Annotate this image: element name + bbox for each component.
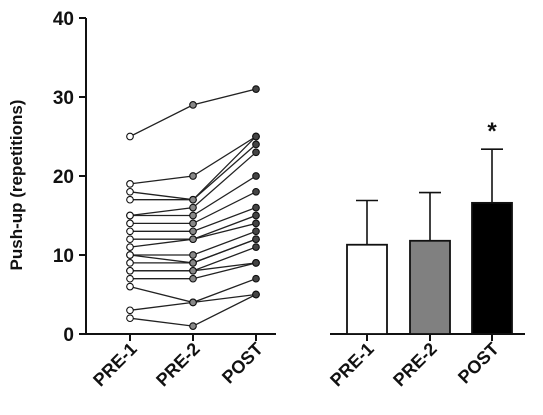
subject-point-post — [252, 219, 260, 228]
y-axis-title: Push-up (repetitions) — [7, 100, 26, 271]
x-tick-label-pre-2: PRE-2 — [152, 339, 204, 391]
subject-point-pre-2 — [189, 274, 197, 283]
individual-lines-panel — [126, 85, 260, 330]
subject-point-pre-1 — [126, 314, 134, 323]
subject-point-post — [252, 290, 260, 299]
subject-line — [126, 132, 260, 188]
subject-point-post — [252, 211, 260, 220]
subject-point-pre-2 — [189, 322, 197, 330]
subject-point-post — [252, 187, 260, 196]
subject-line — [126, 203, 260, 236]
subject-point-post — [252, 148, 260, 157]
subject-path — [130, 143, 257, 201]
bar-group-pre-1 — [346, 199, 388, 335]
x-tick-label-pre-2: PRE-2 — [389, 339, 441, 391]
subject-point-pre-2 — [189, 195, 197, 204]
subject-point-post — [252, 132, 260, 141]
x-tick-label-post: POST — [218, 339, 267, 388]
subject-point-post — [252, 274, 260, 283]
significance-marker: * — [487, 118, 497, 145]
subject-line — [126, 85, 260, 141]
subject-point-post — [252, 85, 260, 93]
subject-point-post — [252, 140, 260, 149]
y-tick-label: 40 — [53, 9, 74, 30]
subject-point-pre-2 — [189, 235, 197, 244]
subject-point-pre-1 — [126, 227, 134, 236]
subject-point-post — [252, 203, 260, 212]
subject-point-pre-1 — [126, 132, 134, 141]
subject-point-pre-2 — [189, 227, 197, 236]
subject-point-pre-1 — [126, 195, 134, 204]
subject-point-pre-2 — [189, 211, 197, 220]
bar — [409, 239, 451, 335]
subject-point-pre-1 — [126, 235, 134, 244]
subject-point-post — [252, 227, 260, 236]
subject-point-pre-1 — [126, 180, 134, 188]
y-tick-label: 0 — [63, 325, 74, 346]
subject-point-pre-1 — [126, 259, 134, 267]
subject-line — [126, 187, 260, 228]
subject-point-pre-1 — [126, 243, 134, 251]
subject-point-pre-1 — [126, 187, 134, 196]
subject-point-pre-1 — [126, 274, 134, 283]
subject-line — [126, 219, 260, 251]
y-tick-label: 10 — [53, 246, 74, 267]
subject-point-pre-2 — [189, 298, 197, 307]
subject-path — [129, 88, 257, 138]
subject-point-post — [252, 235, 260, 244]
subject-point-pre-1 — [126, 211, 134, 220]
subject-point-pre-2 — [189, 101, 197, 109]
bar-group-post: * — [471, 118, 513, 335]
subject-point-pre-2 — [189, 251, 197, 259]
subject-point-post — [252, 259, 260, 267]
subject-point-pre-2 — [189, 219, 197, 228]
x-tick-label-post: POST — [454, 339, 503, 388]
subject-line — [126, 290, 260, 330]
y-tick-label: 30 — [53, 88, 74, 109]
subject-point-post — [252, 172, 260, 180]
bar-group-pre-2 — [409, 191, 451, 335]
subject-point-pre-1 — [126, 219, 134, 228]
bar — [346, 243, 388, 335]
subject-line — [126, 140, 260, 204]
x-tick-label-pre-1: PRE-1 — [326, 339, 378, 391]
subject-point-pre-1 — [126, 306, 134, 315]
subject-point-pre-2 — [189, 172, 197, 180]
mean-bar-panel: * — [346, 118, 513, 335]
subject-point-pre-1 — [126, 266, 134, 275]
subject-point-pre-2 — [189, 203, 197, 212]
subject-line — [126, 259, 260, 283]
subject-line — [126, 172, 260, 220]
subject-point-pre-2 — [189, 259, 197, 267]
subject-line — [126, 132, 260, 204]
subject-line — [126, 235, 260, 267]
subject-point-pre-2 — [189, 266, 197, 275]
subject-point-post — [252, 243, 260, 251]
x-tick-label-pre-1: PRE-1 — [89, 339, 141, 391]
bar — [471, 201, 513, 335]
y-tick-label: 20 — [53, 167, 74, 188]
subject-point-pre-1 — [126, 282, 134, 291]
subject-point-pre-1 — [126, 251, 134, 259]
